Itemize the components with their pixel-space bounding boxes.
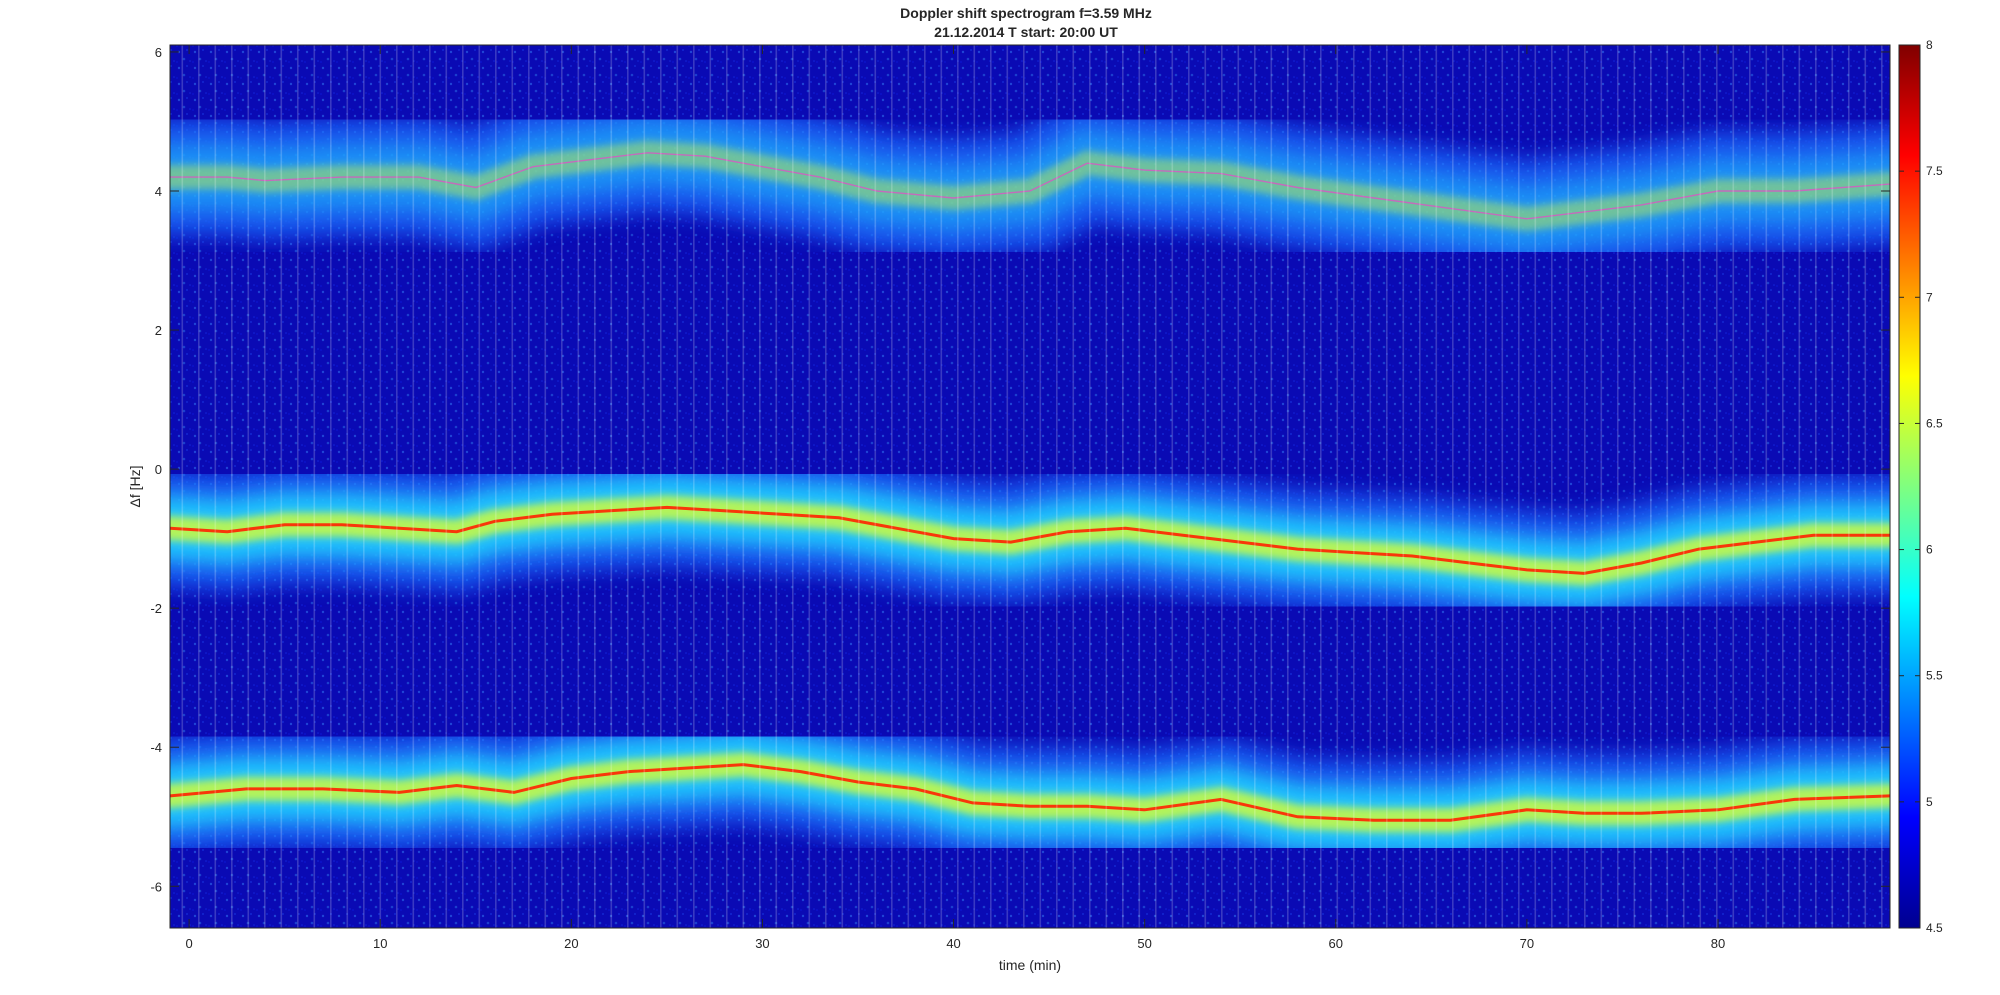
y-axis-label: Δf [Hz] bbox=[127, 465, 143, 507]
chart-titles: Doppler shift spectrogram f=3.59 MHz 21.… bbox=[900, 5, 1152, 40]
x-axis: 0 10 20 30 40 50 60 70 80 bbox=[185, 45, 1725, 951]
chart-title: Doppler shift spectrogram f=3.59 MHz bbox=[900, 5, 1152, 21]
colorbar-tick-label: 7 bbox=[1926, 290, 1933, 304]
x-tick-label: 40 bbox=[946, 936, 960, 951]
colorbar-tick-label: 6.5 bbox=[1926, 416, 1943, 430]
x-tick-label: 50 bbox=[1137, 936, 1151, 951]
x-tick-label: 60 bbox=[1329, 936, 1343, 951]
y-axis: 6 4 2 0 -2 -4 -6 bbox=[150, 45, 1890, 894]
y-tick-label: 6 bbox=[155, 45, 162, 60]
plot-area bbox=[169, 44, 1891, 929]
y-tick-label: 4 bbox=[155, 184, 162, 199]
colorbar-tick-label: 5 bbox=[1926, 795, 1933, 809]
x-tick-label: 80 bbox=[1711, 936, 1725, 951]
x-axis-label: time (min) bbox=[999, 957, 1061, 973]
colorbar-tick-label: 8 bbox=[1926, 38, 1933, 52]
colorbar-ticks: 8 7.5 7 6.5 6 5.5 5 4.5 bbox=[1899, 38, 1943, 935]
x-tick-label: 0 bbox=[185, 936, 192, 951]
y-tick-label: 0 bbox=[155, 462, 162, 477]
y-tick-label: 2 bbox=[155, 323, 162, 338]
y-tick-label: -4 bbox=[150, 740, 162, 755]
colorbar-tick-label: 5.5 bbox=[1926, 669, 1943, 683]
chart-subtitle: 21.12.2014 T start: 20:00 UT bbox=[934, 24, 1118, 40]
plot-frame bbox=[169, 44, 1891, 929]
y-tick-label: -6 bbox=[150, 879, 162, 894]
x-tick-label: 70 bbox=[1520, 936, 1534, 951]
y-tick-label: -2 bbox=[150, 601, 162, 616]
colorbar-tick-label: 6 bbox=[1926, 543, 1933, 557]
colorbar-gradient bbox=[1898, 44, 1921, 929]
colorbar-tick-label: 7.5 bbox=[1926, 164, 1943, 178]
colorbar: 8 7.5 7 6.5 6 5.5 5 4.5 bbox=[1898, 38, 1943, 935]
colorbar-tick-label: 4.5 bbox=[1926, 921, 1943, 935]
sweep-stripes bbox=[170, 45, 1890, 928]
x-tick-label: 30 bbox=[755, 936, 769, 951]
x-tick-label: 10 bbox=[373, 936, 387, 951]
x-tick-label: 20 bbox=[564, 936, 578, 951]
